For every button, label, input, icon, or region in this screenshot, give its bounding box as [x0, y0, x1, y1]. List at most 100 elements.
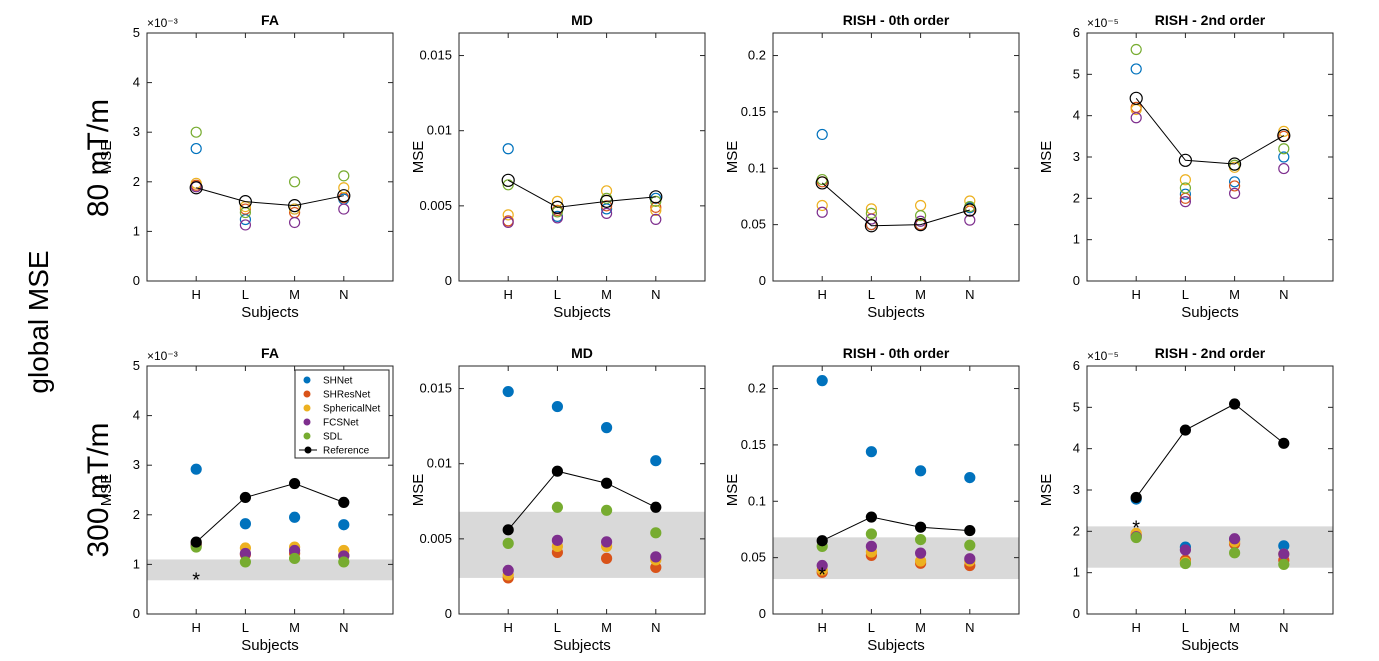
reference-band	[773, 537, 1019, 580]
reference-point	[1130, 491, 1142, 504]
reference-point	[600, 477, 613, 489]
legend-label: SphericalNet	[323, 404, 380, 415]
x-axis-label: Subjects	[867, 304, 925, 321]
x-tick-label: L	[242, 620, 249, 635]
data-point-series-1	[190, 463, 202, 475]
panel-title: RISH - 2nd order	[1155, 12, 1266, 28]
y-tick-label: 6	[1073, 358, 1080, 373]
reference-point	[550, 200, 565, 214]
data-point-series-1	[865, 446, 878, 458]
y-tick-label: 0.005	[419, 198, 452, 213]
data-point-series-1	[1130, 63, 1142, 75]
reference-band	[147, 559, 393, 581]
data-point-series-3	[338, 182, 350, 194]
x-axis-label: Subjects	[241, 637, 299, 654]
y-tick-label: 0.015	[419, 381, 452, 396]
data-point-series-5	[190, 126, 202, 138]
y-axis-label: MSE	[724, 141, 741, 174]
y-tick-label: 0.015	[419, 48, 452, 63]
reference-point	[865, 511, 878, 523]
data-point-series-1	[1179, 188, 1192, 200]
reference-line	[1135, 403, 1285, 498]
axes-box	[772, 365, 1020, 615]
y-axis-label: MSE	[724, 474, 741, 507]
x-tick-label: N	[1279, 287, 1288, 302]
legend-label: FCSNet	[323, 418, 359, 429]
data-point-series-1	[239, 518, 251, 530]
y-axis-label: MSE	[98, 474, 115, 507]
x-tick-label: N	[965, 287, 974, 302]
data-point-series-4	[1179, 544, 1192, 556]
data-point-series-4	[551, 534, 564, 546]
axes-box	[458, 365, 706, 615]
data-point-series-1	[1228, 176, 1241, 188]
data-point-series-5	[289, 176, 301, 188]
reference-point	[963, 203, 977, 217]
reference-point	[1178, 153, 1193, 167]
legend-label: SDL	[323, 432, 343, 443]
panel-5: 0 1 2 3 4 5 H L M N FA Subjects MSE ×10⁻³ * SHNet SHResN…	[98, 345, 394, 654]
reference-point	[238, 195, 252, 209]
data-point-series-5	[600, 504, 613, 516]
legend-marker	[303, 404, 311, 412]
panel-title: FA	[261, 12, 279, 28]
row-label-bottom: 300 mT/m	[82, 422, 115, 557]
data-point-series-1	[600, 422, 613, 434]
reference-line	[196, 187, 344, 207]
x-tick-label: L	[868, 620, 875, 635]
panel-7: 0 0.05 0.1 0.15 0.2 H L M N RISH - 0th order Subje…	[724, 345, 1020, 654]
data-point-series-2	[600, 552, 613, 564]
y-tick-label: 0.05	[741, 217, 766, 232]
legend-marker	[303, 432, 311, 440]
data-point-series-5	[289, 552, 301, 565]
y-tick-label: 1	[1073, 232, 1080, 247]
data-point-series-5	[964, 539, 976, 551]
reference-point	[190, 536, 202, 548]
x-tick-label: H	[192, 287, 201, 302]
panels: 0 1 2 3 4 5 H L M N FA Subjects MSE ×10⁻³ 0 0.005 0.01 0.…	[98, 12, 1334, 654]
data-point-series-3	[964, 195, 976, 207]
reference-point	[1277, 128, 1291, 143]
reference-point	[815, 176, 829, 190]
star-marker: *	[192, 569, 200, 591]
panel-title: MD	[571, 12, 593, 28]
data-point-series-3	[914, 199, 927, 212]
data-point-series-5	[338, 556, 350, 568]
y-tick-label: 2	[133, 507, 140, 522]
y-tick-label: 5	[133, 358, 140, 373]
data-point-series-4	[1130, 112, 1142, 124]
x-tick-label: H	[1132, 287, 1141, 302]
legend-label: SHResNet	[323, 390, 370, 401]
data-point-series-3	[190, 177, 202, 189]
y-tick-label: 0	[133, 606, 140, 621]
reference-line	[195, 483, 344, 543]
x-tick-label: N	[1279, 620, 1288, 635]
axes-box	[146, 32, 394, 282]
y-tick-label: 2	[1073, 523, 1080, 538]
data-point-series-3	[502, 209, 514, 221]
y-tick-label: 0.01	[427, 456, 452, 471]
legend: SHNet SHResNet SphericalNet FCSNet SDL Refere…	[294, 369, 390, 459]
data-point-series-5	[650, 527, 662, 539]
data-point-series-5	[502, 537, 514, 549]
data-point-series-1	[650, 455, 662, 467]
reference-point	[289, 477, 301, 490]
y-tick-label: 3	[1073, 149, 1080, 164]
data-point-series-4	[289, 216, 301, 229]
data-point-series-5	[1130, 43, 1142, 56]
y-tick-label: 0	[445, 606, 452, 621]
reference-point	[1278, 437, 1290, 449]
x-tick-label: H	[504, 620, 513, 635]
data-point-series-1	[502, 385, 514, 398]
reference-point	[551, 465, 564, 477]
axes-box	[458, 32, 706, 282]
reference-point	[649, 190, 663, 204]
x-axis-label: Subjects	[1181, 304, 1239, 321]
legend-marker	[303, 390, 311, 398]
reference-point	[337, 189, 351, 203]
legend-marker	[303, 418, 311, 426]
reference-point	[1129, 91, 1143, 105]
y-tick-label: 0	[445, 273, 452, 288]
reference-point	[501, 173, 515, 187]
